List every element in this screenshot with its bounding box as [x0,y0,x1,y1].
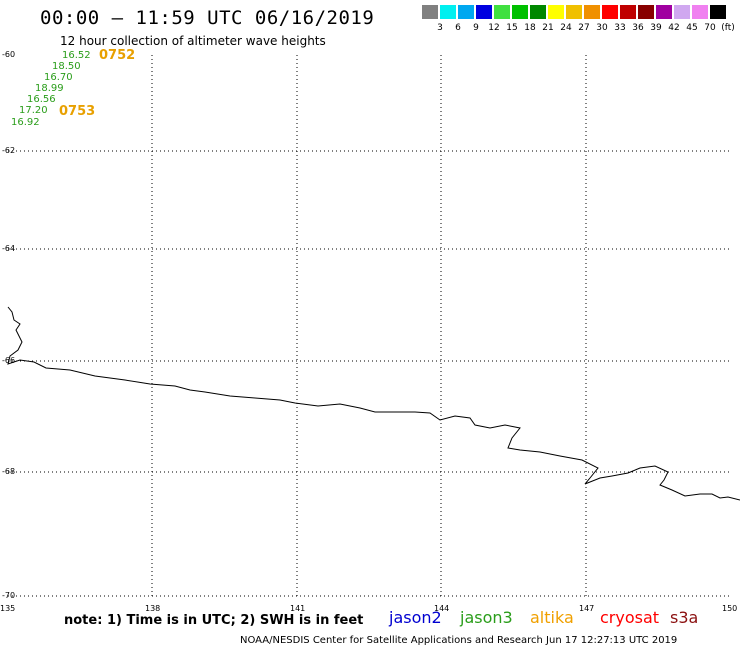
legend-swatch [548,5,564,19]
wave-height-value: 17.20 [19,105,48,116]
wave-height-value: 16.92 [11,117,40,128]
legend-label: 45 [686,23,698,33]
observation-time: 0752 [99,48,136,63]
legend-label: 36 [632,23,644,33]
satellite-jason2: jason2 [389,608,442,627]
legend-label: 42 [668,23,680,33]
legend-swatch [602,5,618,19]
lon-label: 138 [145,604,161,613]
lon-label: 144 [434,604,450,613]
lat-label: -62 [2,146,16,155]
legend-swatch [566,5,582,19]
grid-lines [8,55,732,597]
legend-swatch [494,5,510,19]
legend-label: 15 [506,23,518,33]
footer-note: note: 1) Time is in UTC; 2) SWH is in fe… [64,613,364,628]
legend-label: 27 [578,23,590,33]
lon-label: 141 [290,604,306,613]
satellite-s3a: s3a [670,608,699,627]
satellite-cryosat: cryosat [600,608,660,627]
legend-swatch [530,5,546,19]
wave-height-value: 18.99 [35,83,64,94]
wave-height-value: 16.56 [27,94,56,105]
lat-label: -60 [2,50,16,59]
wave-height-value: 16.52 [62,50,91,61]
lon-label: 147 [579,604,595,613]
legend-swatch [440,5,456,19]
wave-height-value: 18.50 [52,61,81,72]
satellite-altika: altika [530,608,574,627]
lat-label: -70 [2,591,16,600]
legend-label: 70 [704,23,716,33]
legend-label: (ft) [721,23,735,33]
legend-swatch [674,5,690,19]
legend-swatch [422,5,438,19]
lat-label: -68 [2,467,16,476]
wave-height-value: 16.70 [44,72,73,83]
legend-label: 30 [596,23,608,33]
legend-swatch [476,5,492,19]
legend-swatch [692,5,708,19]
satellite-jason3: jason3 [460,608,513,627]
legend-swatch [458,5,474,19]
coastline [7,306,740,501]
lat-label: -64 [2,244,16,253]
map-title: 00:00 – 11:59 UTC 06/16/2019 [40,7,375,29]
legend-label: 21 [542,23,554,33]
credit-line: NOAA/NESDIS Center for Satellite Applica… [240,635,678,646]
legend-label: 33 [614,23,626,33]
legend-swatch [638,5,654,19]
legend-swatch [710,5,726,19]
legend-label: 39 [650,23,662,33]
legend-swatch [656,5,672,19]
lon-label: 135 [0,604,16,613]
legend-label: 3 [437,23,443,33]
legend-label: 6 [455,23,461,33]
observation-time: 0753 [59,104,96,119]
legend-label: 12 [488,23,500,33]
legend-swatch [584,5,600,19]
legend-label: 24 [560,23,572,33]
legend-label: 9 [473,23,479,33]
legend-swatch [620,5,636,19]
legend-label: 18 [524,23,536,33]
lat-label: -66 [2,356,16,365]
legend-swatch [512,5,528,19]
lon-label: 150 [722,604,738,613]
map-subtitle: 12 hour collection of altimeter wave hei… [60,34,326,48]
